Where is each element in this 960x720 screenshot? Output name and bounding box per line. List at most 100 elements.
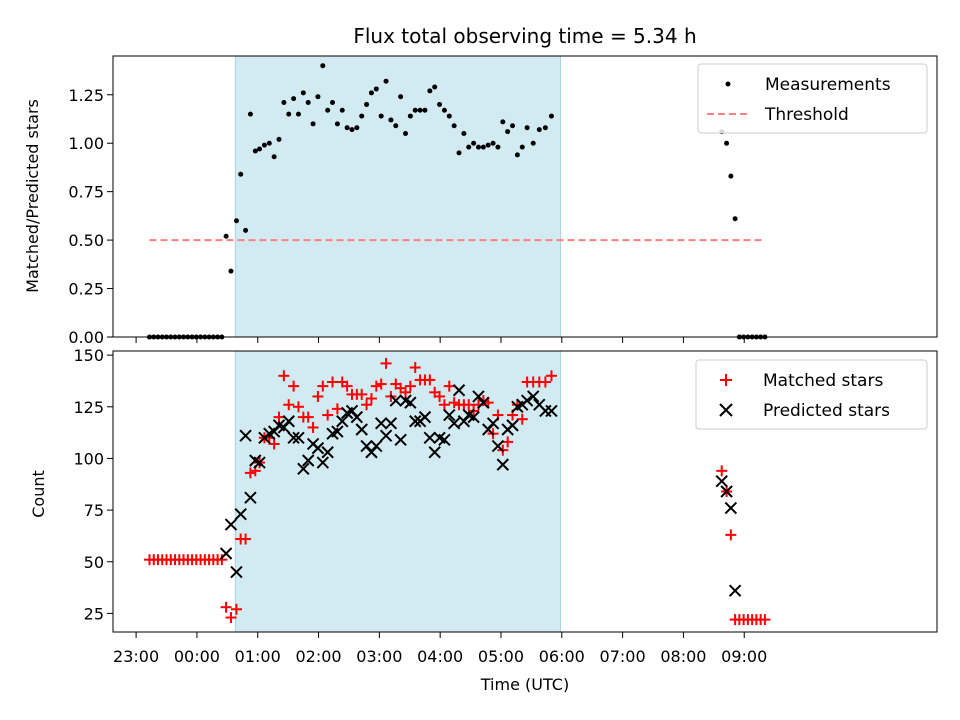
- predicted-star-point: [234, 508, 247, 521]
- measurement-point: [393, 123, 399, 129]
- matched-star-point: [331, 403, 343, 415]
- legend-predicted-label: Predicted stars: [763, 401, 890, 421]
- flux-ratio-panel: 0.00 0.25 0.50 0.75 1.00 1.25 Flux total obse…: [23, 24, 938, 347]
- measurement-point: [548, 113, 554, 119]
- predicted-star-point: [219, 547, 233, 560]
- matched-star-point: [312, 390, 324, 402]
- measurement-point: [427, 88, 433, 94]
- predicted-star-point: [720, 485, 733, 498]
- plot-frame-top: [112, 55, 938, 338]
- predicted-star-point: [486, 417, 500, 430]
- measurement-point: [407, 113, 413, 119]
- star-count-panel: 25 50 75 100 125 150 23:00 00:00 01:00 02:00 03:0…: [29, 346, 938, 694]
- measurement-point: [417, 107, 423, 113]
- measurement-point: [471, 140, 477, 146]
- matched-star-point: [230, 603, 242, 615]
- measurement-point: [310, 121, 316, 127]
- matched-star-point: [409, 362, 421, 374]
- y-tick-label: 1.00: [68, 134, 104, 153]
- matched-star-point: [273, 411, 285, 423]
- matched-star-point: [400, 386, 412, 398]
- measurement-point: [271, 154, 277, 160]
- legend-matched-marker: [720, 374, 732, 386]
- x-axis-label: Time (UTC): [480, 675, 569, 694]
- predicted-star-point: [370, 439, 383, 453]
- measurement-point: [247, 111, 253, 117]
- predicted-star-point: [316, 456, 330, 469]
- measurement-point: [505, 129, 511, 135]
- matched-star-point: [516, 413, 528, 425]
- y-tick-label: 1.25: [68, 86, 104, 105]
- legend-top: Measurements Threshold: [697, 63, 928, 134]
- measurement-point: [330, 100, 336, 106]
- predicted-star-point: [394, 433, 407, 447]
- observing-window-span: [234, 350, 561, 633]
- plot-frame-bottom: [112, 350, 938, 633]
- legend-matched-label: Matched stars: [763, 371, 883, 391]
- measurement-point: [383, 78, 389, 84]
- matched-star-point: [302, 411, 314, 423]
- predicted-star-point: [297, 462, 310, 475]
- predicted-star-point: [321, 446, 334, 459]
- predicted-star-point: [350, 410, 364, 424]
- x-tick-label: 02:00: [295, 647, 341, 666]
- measurement-point: [461, 131, 467, 137]
- predicted-star-point: [230, 565, 243, 579]
- predicted-star-point: [520, 394, 534, 407]
- x-tick-label: 08:00: [660, 647, 706, 666]
- predicted-star-point: [336, 415, 349, 428]
- matched-star-point: [240, 533, 252, 545]
- predicted-star-point: [418, 410, 432, 424]
- y-axis-ticks-top: 0.00 0.25 0.50 0.75 1.00 1.25: [68, 86, 113, 347]
- measurement-point: [354, 125, 360, 131]
- x-axis-ticks-top: [135, 337, 745, 343]
- matched-star-point: [361, 399, 373, 411]
- observing-window-span: [234, 55, 561, 338]
- y-tick-label: 0.50: [68, 231, 104, 250]
- matched-star-point: [225, 612, 237, 624]
- legend-measurements-label: Measurements: [765, 75, 891, 95]
- measurement-point: [261, 142, 267, 148]
- matched-star-point: [317, 380, 329, 392]
- measurement-point: [334, 121, 340, 127]
- matched-star-point: [448, 397, 460, 409]
- measurement-point: [456, 150, 462, 156]
- y-tick-label: 0.00: [68, 328, 104, 347]
- matched-star-point: [725, 529, 737, 541]
- matched-star-point: [404, 380, 416, 392]
- measurement-point: [466, 144, 472, 150]
- predicted-star-point: [467, 410, 480, 424]
- matched-star-point: [327, 376, 339, 388]
- measurement-point: [281, 100, 287, 106]
- predicted-star-point: [545, 404, 558, 418]
- predicted-star-point: [287, 431, 300, 444]
- measurement-point: [320, 63, 326, 69]
- matched-star-point: [759, 614, 771, 626]
- measurement-point: [325, 107, 331, 113]
- measurement-point: [480, 144, 486, 150]
- predicted-star-point: [379, 429, 393, 442]
- y-tick-label: 50: [84, 553, 104, 572]
- matched-star-point: [283, 399, 295, 411]
- matched-star-point: [438, 399, 450, 411]
- measurement-point: [510, 123, 516, 129]
- measurement-point: [437, 101, 443, 107]
- measurement-point: [412, 107, 418, 113]
- measurement-point: [432, 84, 438, 90]
- x-tick-label: 00:00: [174, 647, 220, 666]
- y-tick-label: 0.75: [68, 183, 104, 202]
- measurement-point: [359, 113, 365, 119]
- predicted-star-point: [301, 454, 315, 467]
- predicted-star-point: [239, 429, 252, 442]
- chart-title: Flux total observing time = 5.34 h: [353, 24, 696, 48]
- measurement-point: [349, 127, 355, 133]
- predicted-star-point: [428, 446, 441, 459]
- measurement-point: [291, 96, 297, 102]
- predicted-star-point: [491, 439, 505, 453]
- y-tick-label: 125: [73, 398, 104, 417]
- measurement-point: [422, 107, 428, 113]
- predicted-star-point: [506, 419, 519, 432]
- predicted-star-point: [253, 456, 266, 469]
- matched-stars-points: [143, 357, 771, 626]
- matched-star-point: [278, 370, 290, 382]
